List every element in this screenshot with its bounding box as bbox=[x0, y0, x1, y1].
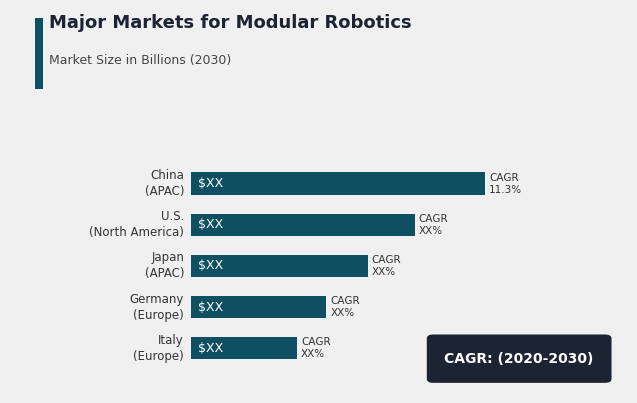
Text: CAGR
11.3%: CAGR 11.3% bbox=[489, 172, 522, 195]
Text: Major Markets for Modular Robotics: Major Markets for Modular Robotics bbox=[49, 14, 412, 32]
Text: CAGR
XX%: CAGR XX% bbox=[331, 296, 360, 318]
Text: Japan
(APAC): Japan (APAC) bbox=[145, 251, 184, 280]
Bar bbox=[191, 214, 415, 236]
Bar bbox=[191, 296, 326, 318]
Text: CAGR: (2020-2030): CAGR: (2020-2030) bbox=[445, 352, 594, 366]
Bar bbox=[191, 255, 368, 277]
Text: China
(APAC): China (APAC) bbox=[145, 169, 184, 198]
Bar bbox=[191, 172, 485, 195]
Text: $XX: $XX bbox=[198, 260, 224, 272]
Bar bbox=[191, 337, 297, 359]
Text: Market Size in Billions (2030): Market Size in Billions (2030) bbox=[49, 54, 231, 67]
Text: CAGR
XX%: CAGR XX% bbox=[419, 214, 448, 236]
Text: CAGR
XX%: CAGR XX% bbox=[301, 337, 331, 359]
Text: $XX: $XX bbox=[198, 342, 224, 355]
Text: $XX: $XX bbox=[198, 177, 224, 190]
Text: Germany
(Europe): Germany (Europe) bbox=[130, 293, 184, 322]
Text: $XX: $XX bbox=[198, 218, 224, 231]
Text: CAGR
XX%: CAGR XX% bbox=[371, 255, 401, 277]
Text: U.S.
(North America): U.S. (North America) bbox=[89, 210, 184, 239]
Text: $XX: $XX bbox=[198, 301, 224, 314]
Text: Italy
(Europe): Italy (Europe) bbox=[133, 334, 184, 363]
